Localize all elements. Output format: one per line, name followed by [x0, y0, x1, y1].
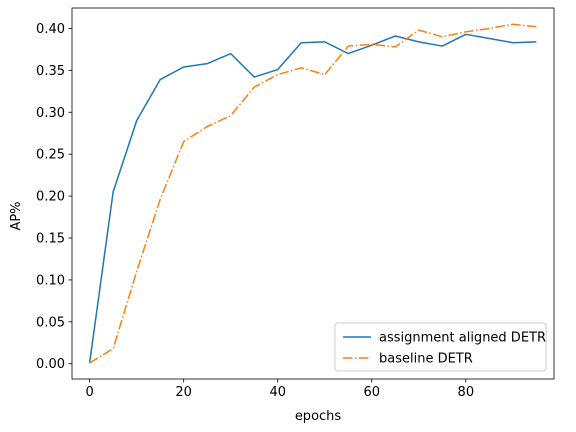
- series-line-1: [88, 33, 537, 364]
- x-tick-label: 20: [175, 385, 192, 400]
- x-tick-label: 0: [85, 385, 93, 400]
- y-tick-label: 0.30: [36, 106, 65, 121]
- y-tick-label: 0.25: [36, 148, 65, 163]
- legend-label-1: assignment aligned DETR: [379, 331, 546, 346]
- series-layer: [88, 23, 537, 364]
- x-tick-label: 60: [364, 385, 381, 400]
- y-tick-label: 0.10: [36, 273, 65, 288]
- x-tick-label: 40: [269, 385, 286, 400]
- y-axis-ticks: 0.00 0.05 0.10 0.15 0.20 0.25 0.30 0.35 0.40: [36, 22, 72, 372]
- axes-frame: [71, 7, 555, 380]
- legend-box: [334, 322, 547, 372]
- legend: assignment aligned DETR baseline DETR: [334, 322, 547, 372]
- y-tick-label: 0.35: [36, 64, 65, 79]
- x-axis-ticks: 0 20 40 60 80: [85, 379, 474, 400]
- y-tick-label: 0.15: [36, 232, 65, 247]
- x-axis-label: epochs: [295, 409, 342, 424]
- y-tick-label: 0.05: [36, 315, 65, 330]
- x-tick-label: 80: [458, 385, 475, 400]
- y-tick-label: 0.20: [36, 190, 65, 205]
- y-tick-label: 0.40: [36, 22, 65, 37]
- series-line-2: [89, 23, 537, 364]
- y-axis-label: AP%: [9, 201, 24, 230]
- y-tick-label: 0.00: [36, 357, 65, 372]
- legend-label-2: baseline DETR: [379, 352, 473, 367]
